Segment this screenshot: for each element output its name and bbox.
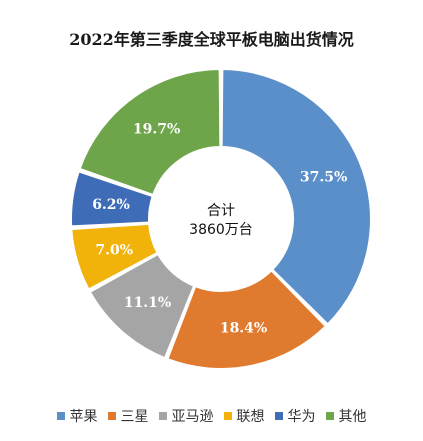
legend: 苹果 三星 亚马逊 联想 华为 其他 [0, 406, 423, 426]
slice-苹果 [220, 67, 372, 326]
center-label-amount: 3860万台 [189, 222, 253, 238]
slice-label-华为: 6.2% [92, 197, 130, 213]
legend-item-苹果: 苹果 [56, 406, 98, 426]
legend-label: 苹果 [69, 409, 98, 425]
legend-item-华为: 华为 [274, 406, 316, 426]
slice-其他 [78, 67, 222, 197]
slice-华为 [70, 170, 154, 228]
slice-label-其他: 19.7% [133, 122, 180, 138]
legend-item-其他: 其他 [325, 406, 367, 426]
slice-label-苹果: 37.5% [300, 170, 347, 186]
chart-title: 2022年第三季度全球平板电脑出货情况 [69, 30, 354, 49]
slice-三星 [166, 269, 328, 370]
legend-label: 亚马逊 [171, 409, 214, 425]
slice-label-三星: 18.4% [220, 321, 267, 337]
legend-swatch [223, 412, 232, 420]
legend-swatch [56, 412, 65, 420]
center-label-total: 合计 [207, 203, 235, 219]
legend-label: 华为 [287, 409, 316, 425]
donut-slices [70, 67, 372, 370]
slice-联想 [70, 222, 159, 291]
slice-label-联想: 7.0% [95, 242, 133, 258]
legend-label: 其他 [338, 409, 367, 425]
slice-labels: 37.5% 18.4% 11.1% 7.0% 6.2% 19.7% [92, 122, 347, 337]
legend-label: 联想 [236, 409, 265, 425]
legend-swatch [325, 412, 334, 420]
slice-label-亚马逊: 11.1% [124, 295, 171, 311]
legend-item-亚马逊: 亚马逊 [158, 406, 214, 426]
legend-swatch [274, 412, 283, 420]
slice-亚马逊 [88, 252, 196, 360]
legend-swatch [158, 412, 167, 420]
legend-label: 三星 [120, 409, 149, 425]
legend-item-联想: 联想 [223, 406, 265, 426]
legend-item-三星: 三星 [107, 406, 149, 426]
legend-swatch [107, 412, 116, 420]
